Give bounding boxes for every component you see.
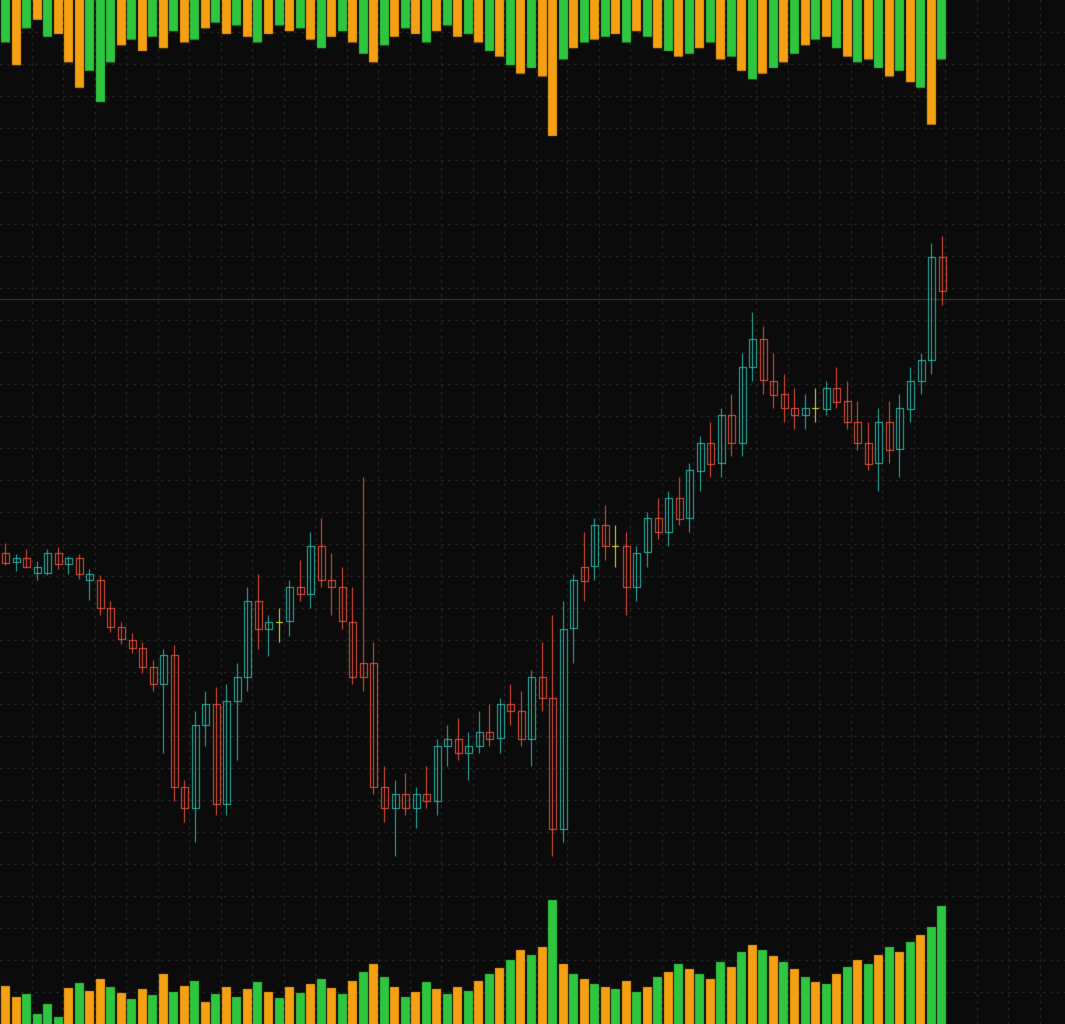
- candlestick-chart-canvas[interactable]: [0, 0, 1065, 1024]
- trading-chart-root[interactable]: [0, 0, 1065, 1024]
